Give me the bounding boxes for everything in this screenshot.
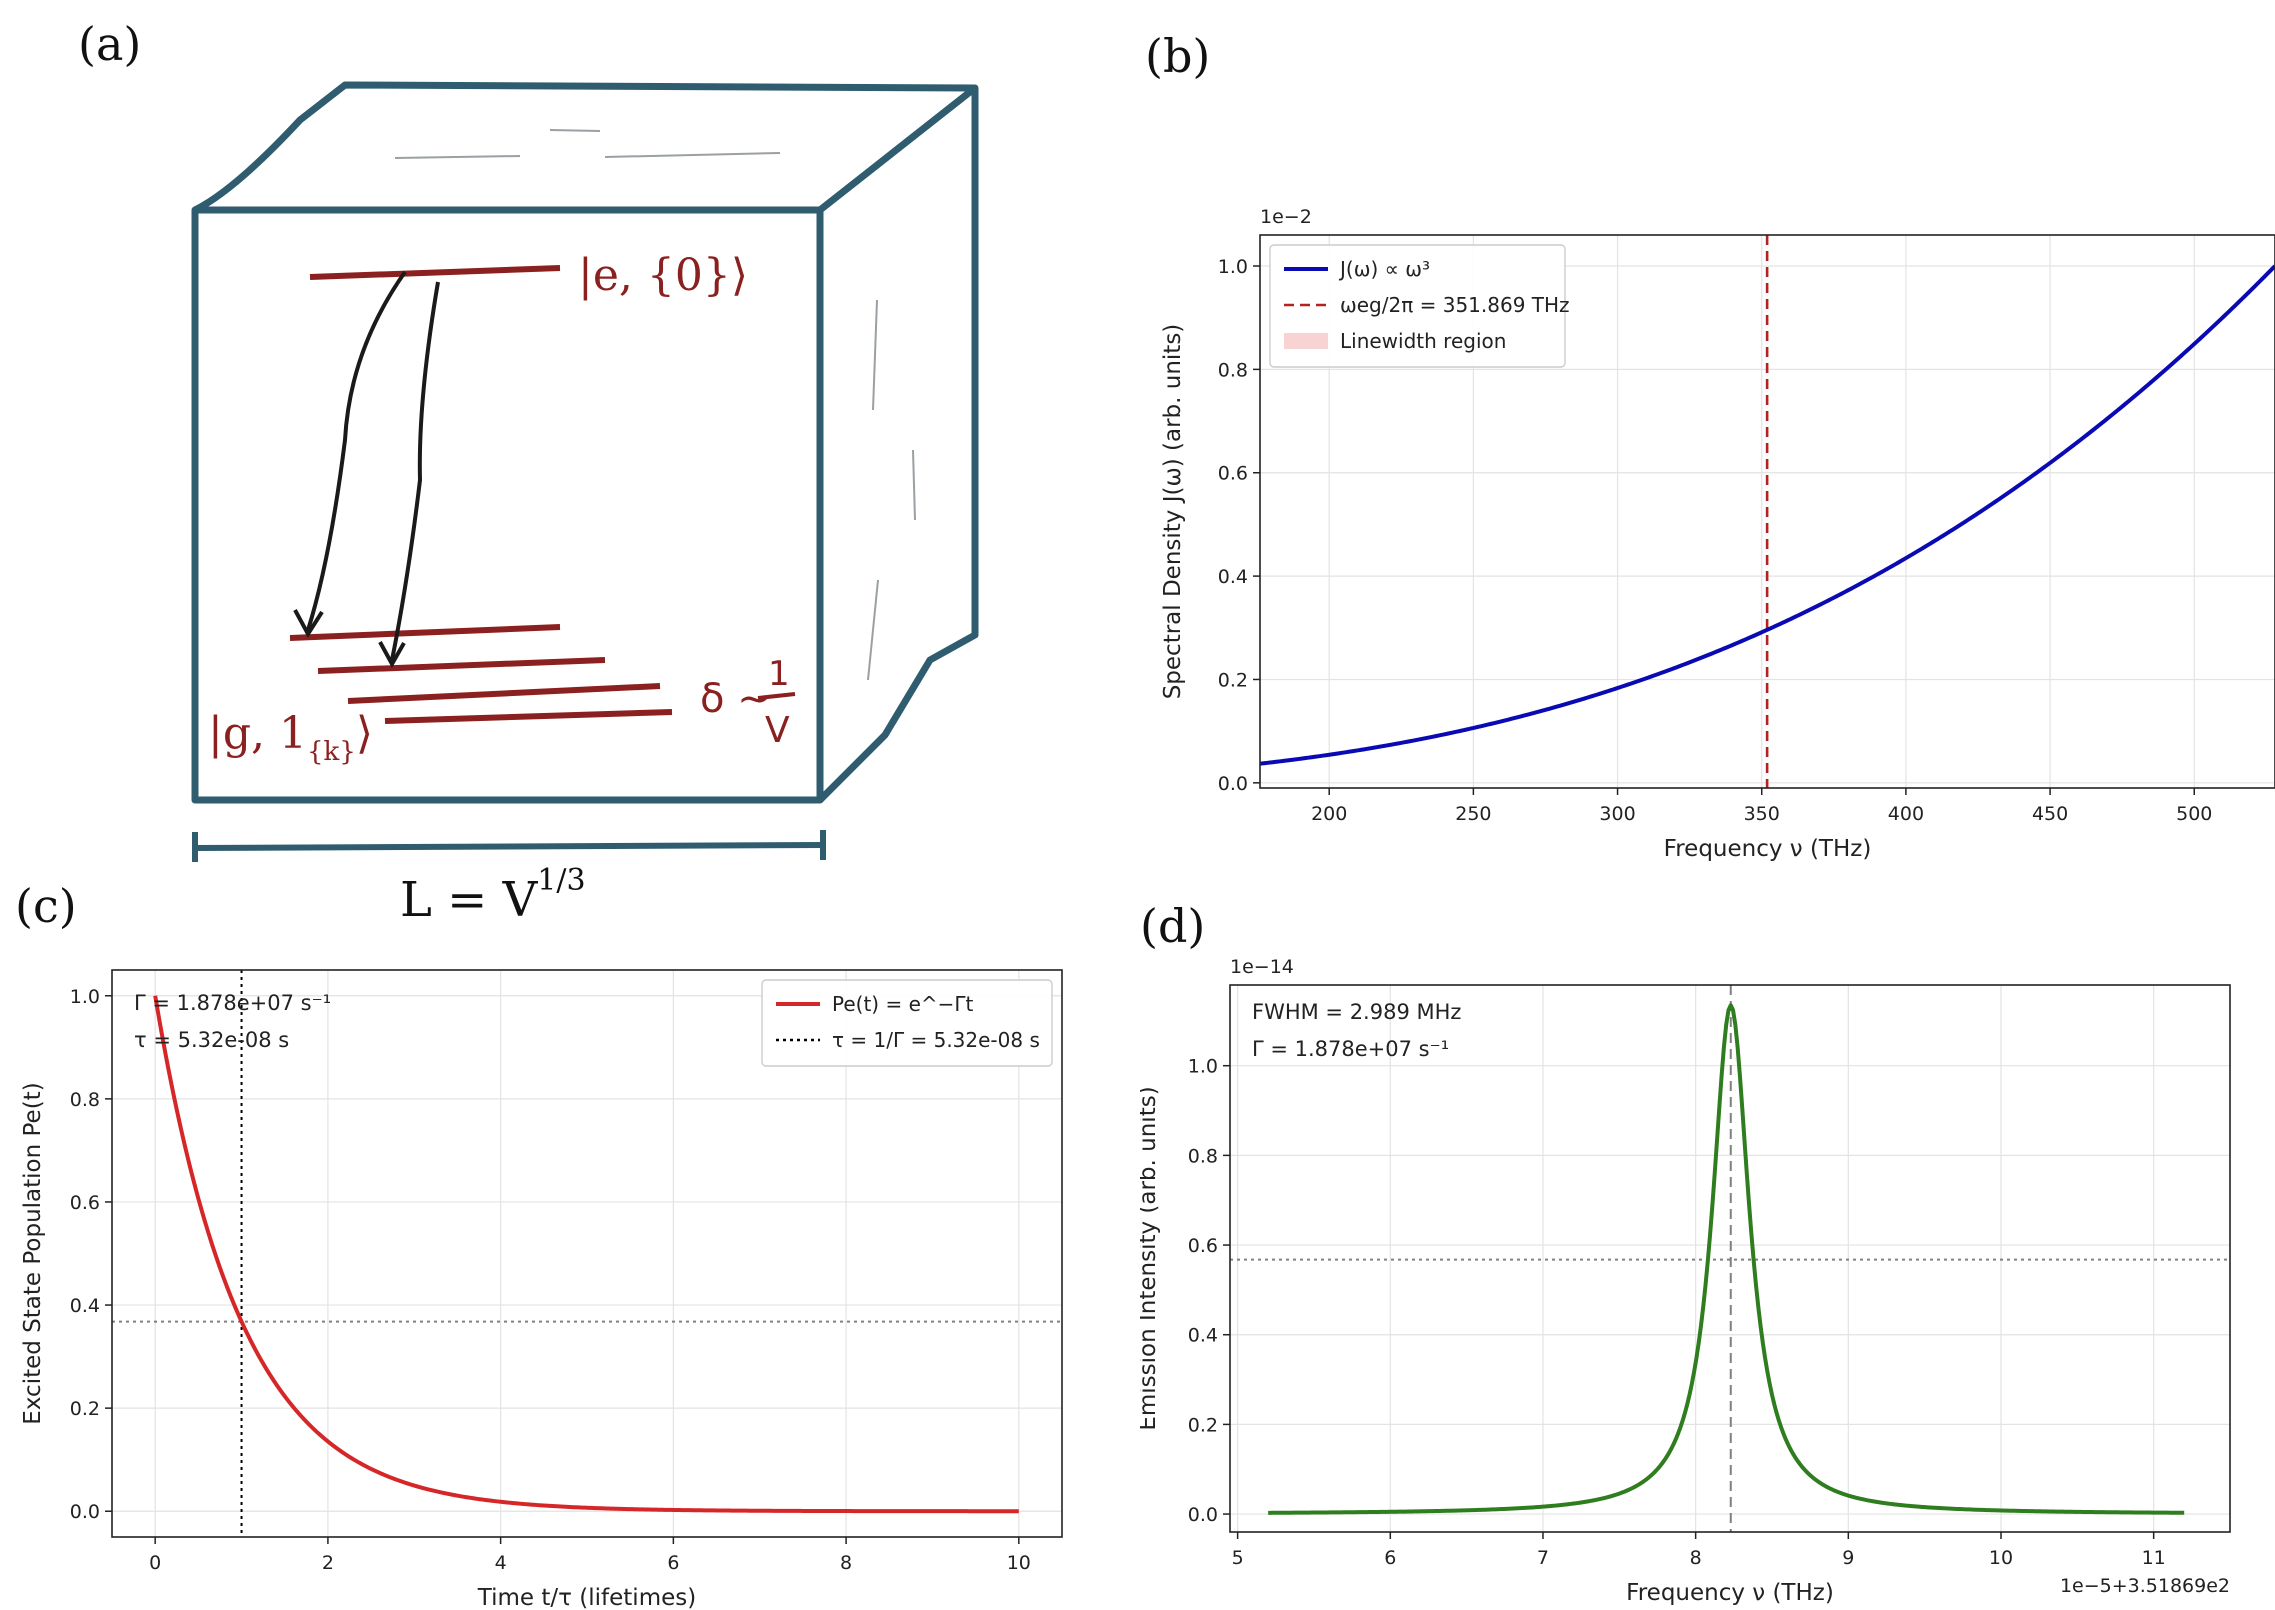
- ground-state-label: |g, 1{k}⟩: [208, 708, 373, 767]
- panel-c-label: (c): [15, 879, 77, 933]
- y-tick-label: 0.8: [1218, 359, 1248, 381]
- legend-entry: J(ω) ∝ ω³: [1338, 257, 1430, 281]
- x-tick-label: 7: [1537, 1547, 1549, 1569]
- x-tick-label: 8: [1690, 1547, 1702, 1569]
- x-tick-label: 11: [2142, 1547, 2166, 1569]
- y-axis-label: Emission Intensity (arb. units): [1140, 1086, 1161, 1430]
- excited-state-label: |e, {0}⟩: [578, 250, 748, 301]
- series-line: [1259, 264, 2275, 766]
- x-tick-label: 6: [667, 1552, 679, 1574]
- x-tick-label: 10: [1007, 1552, 1031, 1574]
- x-tick-label: 300: [1599, 803, 1635, 825]
- x-tick-label: 500: [2176, 803, 2212, 825]
- x-tick-label: 200: [1311, 803, 1347, 825]
- y-tick-label: 0.2: [1218, 669, 1248, 691]
- panel-a-sketch: (a) |e, {0}⟩ |g, 1{k}⟩ δ ~ 1 V L = V1/3: [78, 17, 979, 920]
- y-offset-label: 1e−14: [1230, 956, 1294, 978]
- y-tick-label: 0.4: [1218, 566, 1248, 588]
- panel-b-label: (b): [1145, 29, 1210, 83]
- annotation-text: Γ = 1.878e+07 s⁻¹: [1252, 1037, 1449, 1061]
- legend-entry: Pe(t) = e^−Γt: [832, 992, 974, 1016]
- y-tick-label: 0.0: [70, 1501, 100, 1523]
- svg-text:1: 1: [768, 654, 790, 694]
- length-bar: [192, 830, 826, 862]
- y-tick-label: 0.6: [1218, 463, 1248, 485]
- plot-frame: [1229, 984, 2231, 1533]
- legend-swatch: [1284, 333, 1328, 349]
- y-tick-label: 0.0: [1218, 773, 1248, 795]
- y-tick-label: 1.0: [1188, 1056, 1218, 1078]
- plot-frame: [111, 969, 1063, 1538]
- y-tick-label: 0.8: [70, 1089, 100, 1111]
- legend-entry: Linewidth region: [1340, 329, 1506, 353]
- annotation-text: FWHM = 2.989 MHz: [1252, 1000, 1461, 1024]
- excited-level: [309, 265, 561, 280]
- y-tick-label: 0.4: [70, 1295, 100, 1317]
- chart-c-population: (c) 0 2 4 6 8 10 0.0 0.2 0.4 0.6 0.8 1.0 Time t/τ (l…: [15, 879, 1063, 1610]
- y-tick-label: 0.2: [1188, 1414, 1218, 1436]
- legend-entry: τ = 1/Γ = 5.32e-08 s: [832, 1028, 1040, 1052]
- y-tick-label: 0.0: [1188, 1504, 1218, 1526]
- annotation-text: Γ = 1.878e+07 s⁻¹: [134, 991, 331, 1015]
- cavity-cube: [191, 81, 979, 804]
- y-tick-label: 1.0: [1218, 256, 1248, 278]
- y-tick-label: 0.2: [70, 1398, 100, 1420]
- plot-frame: [1259, 234, 2275, 789]
- y-tick-label: 0.4: [1188, 1325, 1218, 1347]
- x-tick-label: 4: [495, 1552, 507, 1574]
- x-tick-label: 400: [1888, 803, 1924, 825]
- x-axis-label: Frequency ν (THz): [1626, 1580, 1834, 1606]
- y-axis-label: Excited State Population Pe(t): [20, 1082, 46, 1424]
- y-offset-label: 1e−2: [1260, 206, 1312, 228]
- y-tick-label: 0.6: [1188, 1235, 1218, 1257]
- x-tick-label: 250: [1455, 803, 1491, 825]
- legend: Pe(t) = e^−Γt τ = 1/Γ = 5.32e-08 s: [761, 979, 1053, 1067]
- length-label: L = V1/3: [400, 863, 586, 920]
- decay-arrows: [293, 270, 440, 669]
- y-axis-label: Spectral Density J(ω) (arb. units): [1160, 324, 1186, 700]
- x-tick-label: 350: [1744, 803, 1780, 825]
- x-tick-label: 450: [2032, 803, 2068, 825]
- chart-b-spectral-density: (b) 200 250 300 350 400 450 500 0.0 0.2 0.4 0.6 0.8…: [1145, 29, 2275, 862]
- level-spacing-label: δ ~ 1 V: [700, 654, 796, 751]
- x-tick-label: 9: [1842, 1547, 1854, 1569]
- x-tick-label: 0: [149, 1552, 161, 1574]
- x-axis-label: Frequency ν (THz): [1664, 836, 1872, 862]
- svg-text:V: V: [765, 710, 790, 751]
- x-offset-label: 1e−5+3.51869e2: [2060, 1575, 2230, 1597]
- series-line: [1268, 1003, 2185, 1515]
- annotation-text: τ = 5.32e-08 s: [134, 1028, 289, 1052]
- x-tick-label: 8: [840, 1552, 852, 1574]
- x-tick-label: 2: [322, 1552, 334, 1574]
- panel-d-label: (d): [1140, 899, 1205, 953]
- cube-texture-strokes: [394, 129, 916, 681]
- series-line: [153, 995, 1019, 1514]
- ground-levels: [289, 624, 673, 724]
- legend-entry: ωeg/2π = 351.869 THz: [1340, 293, 1570, 317]
- x-tick-label: 5: [1232, 1547, 1244, 1569]
- legend-box: [761, 979, 1053, 1067]
- legend-box: [1269, 244, 1566, 368]
- x-axis-label: Time t/τ (lifetimes): [477, 1585, 696, 1610]
- x-tick-label: 6: [1384, 1547, 1396, 1569]
- x-tick-label: 10: [1989, 1547, 2013, 1569]
- y-tick-label: 0.8: [1188, 1145, 1218, 1167]
- legend: J(ω) ∝ ω³ ωeg/2π = 351.869 THz Linewidth r…: [1269, 244, 1570, 368]
- y-tick-label: 1.0: [70, 986, 100, 1008]
- panel-a-label: (a): [78, 17, 141, 71]
- y-tick-label: 0.6: [70, 1192, 100, 1214]
- chart-d-emission: (d) 5 6 7 8 9 10 11 0.0 0.2 0.4 0.6 0.8 1.0 Frequency…: [1140, 899, 2231, 1606]
